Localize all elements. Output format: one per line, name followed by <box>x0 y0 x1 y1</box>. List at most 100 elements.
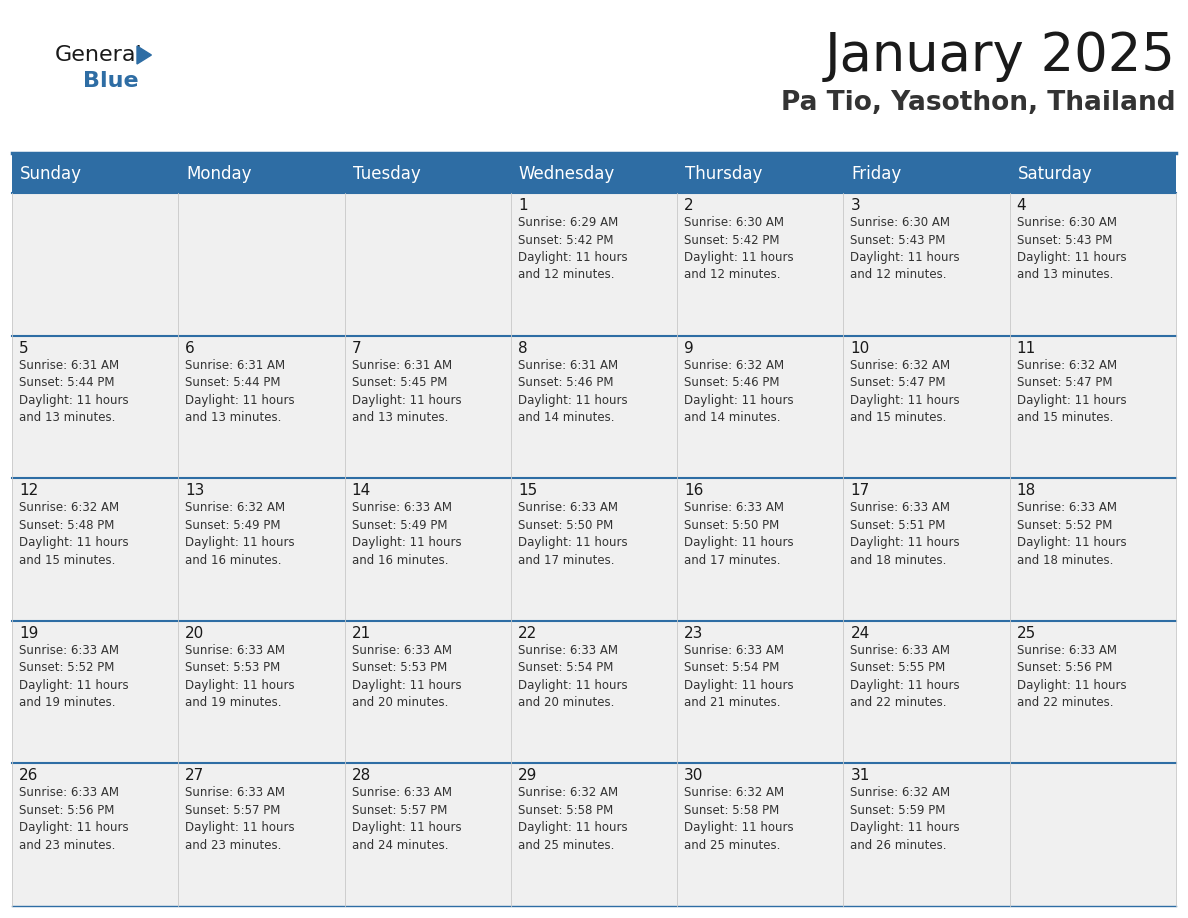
Text: Sunrise: 6:32 AM
Sunset: 5:47 PM
Daylight: 11 hours
and 15 minutes.: Sunrise: 6:32 AM Sunset: 5:47 PM Dayligh… <box>1017 359 1126 424</box>
Text: 2: 2 <box>684 198 694 213</box>
Text: Sunrise: 6:30 AM
Sunset: 5:42 PM
Daylight: 11 hours
and 12 minutes.: Sunrise: 6:30 AM Sunset: 5:42 PM Dayligh… <box>684 216 794 282</box>
Text: 13: 13 <box>185 483 204 498</box>
Text: 31: 31 <box>851 768 870 783</box>
Bar <box>12 193 178 336</box>
Text: Sunrise: 6:33 AM
Sunset: 5:49 PM
Daylight: 11 hours
and 16 minutes.: Sunrise: 6:33 AM Sunset: 5:49 PM Dayligh… <box>352 501 461 566</box>
Text: Saturday: Saturday <box>1018 165 1093 183</box>
Text: Sunrise: 6:33 AM
Sunset: 5:54 PM
Daylight: 11 hours
and 20 minutes.: Sunrise: 6:33 AM Sunset: 5:54 PM Dayligh… <box>518 644 627 710</box>
Bar <box>178 193 345 336</box>
Text: Thursday: Thursday <box>685 165 763 183</box>
Text: 12: 12 <box>19 483 38 498</box>
Text: Sunrise: 6:33 AM
Sunset: 5:50 PM
Daylight: 11 hours
and 17 minutes.: Sunrise: 6:33 AM Sunset: 5:50 PM Dayligh… <box>684 501 794 566</box>
Text: 26: 26 <box>19 768 38 783</box>
Bar <box>345 336 511 478</box>
Bar <box>345 621 511 764</box>
Text: 11: 11 <box>1017 341 1036 355</box>
Text: Sunrise: 6:32 AM
Sunset: 5:49 PM
Daylight: 11 hours
and 16 minutes.: Sunrise: 6:32 AM Sunset: 5:49 PM Dayligh… <box>185 501 295 566</box>
Text: General: General <box>55 45 143 65</box>
Text: 20: 20 <box>185 626 204 641</box>
Bar <box>511 155 677 193</box>
Bar <box>511 764 677 906</box>
Text: Pa Tio, Yasothon, Thailand: Pa Tio, Yasothon, Thailand <box>782 90 1176 116</box>
Text: 10: 10 <box>851 341 870 355</box>
Text: Sunrise: 6:30 AM
Sunset: 5:43 PM
Daylight: 11 hours
and 13 minutes.: Sunrise: 6:30 AM Sunset: 5:43 PM Dayligh… <box>1017 216 1126 282</box>
Bar <box>178 155 345 193</box>
Bar <box>12 764 178 906</box>
Text: 4: 4 <box>1017 198 1026 213</box>
Bar <box>1010 478 1176 621</box>
Text: 24: 24 <box>851 626 870 641</box>
Text: 23: 23 <box>684 626 703 641</box>
Bar <box>12 621 178 764</box>
Bar <box>345 478 511 621</box>
Bar <box>345 764 511 906</box>
Text: 30: 30 <box>684 768 703 783</box>
Text: 21: 21 <box>352 626 371 641</box>
Bar <box>1010 764 1176 906</box>
Bar <box>511 336 677 478</box>
Text: Sunrise: 6:29 AM
Sunset: 5:42 PM
Daylight: 11 hours
and 12 minutes.: Sunrise: 6:29 AM Sunset: 5:42 PM Dayligh… <box>518 216 627 282</box>
Text: Sunrise: 6:33 AM
Sunset: 5:56 PM
Daylight: 11 hours
and 22 minutes.: Sunrise: 6:33 AM Sunset: 5:56 PM Dayligh… <box>1017 644 1126 710</box>
Bar <box>511 193 677 336</box>
Bar <box>1010 621 1176 764</box>
Bar <box>511 478 677 621</box>
Text: 29: 29 <box>518 768 537 783</box>
Polygon shape <box>137 46 151 64</box>
Text: Sunrise: 6:33 AM
Sunset: 5:54 PM
Daylight: 11 hours
and 21 minutes.: Sunrise: 6:33 AM Sunset: 5:54 PM Dayligh… <box>684 644 794 710</box>
Text: 8: 8 <box>518 341 527 355</box>
Text: Sunrise: 6:32 AM
Sunset: 5:47 PM
Daylight: 11 hours
and 15 minutes.: Sunrise: 6:32 AM Sunset: 5:47 PM Dayligh… <box>851 359 960 424</box>
Text: 17: 17 <box>851 483 870 498</box>
Text: Sunrise: 6:33 AM
Sunset: 5:53 PM
Daylight: 11 hours
and 20 minutes.: Sunrise: 6:33 AM Sunset: 5:53 PM Dayligh… <box>352 644 461 710</box>
Bar <box>178 336 345 478</box>
Text: Sunrise: 6:32 AM
Sunset: 5:46 PM
Daylight: 11 hours
and 14 minutes.: Sunrise: 6:32 AM Sunset: 5:46 PM Dayligh… <box>684 359 794 424</box>
Bar <box>1010 155 1176 193</box>
Text: 18: 18 <box>1017 483 1036 498</box>
Text: Sunrise: 6:33 AM
Sunset: 5:55 PM
Daylight: 11 hours
and 22 minutes.: Sunrise: 6:33 AM Sunset: 5:55 PM Dayligh… <box>851 644 960 710</box>
Bar <box>677 336 843 478</box>
Text: 5: 5 <box>19 341 29 355</box>
Bar <box>677 621 843 764</box>
Bar <box>12 336 178 478</box>
Bar <box>843 155 1010 193</box>
Text: Tuesday: Tuesday <box>353 165 421 183</box>
Text: Wednesday: Wednesday <box>519 165 615 183</box>
Text: 28: 28 <box>352 768 371 783</box>
Text: Sunrise: 6:33 AM
Sunset: 5:53 PM
Daylight: 11 hours
and 19 minutes.: Sunrise: 6:33 AM Sunset: 5:53 PM Dayligh… <box>185 644 295 710</box>
Bar <box>1010 336 1176 478</box>
Text: 16: 16 <box>684 483 703 498</box>
Text: Sunrise: 6:33 AM
Sunset: 5:51 PM
Daylight: 11 hours
and 18 minutes.: Sunrise: 6:33 AM Sunset: 5:51 PM Dayligh… <box>851 501 960 566</box>
Bar <box>843 336 1010 478</box>
Bar <box>677 193 843 336</box>
Bar <box>1010 193 1176 336</box>
Text: 14: 14 <box>352 483 371 498</box>
Bar <box>843 621 1010 764</box>
Text: Sunrise: 6:33 AM
Sunset: 5:57 PM
Daylight: 11 hours
and 23 minutes.: Sunrise: 6:33 AM Sunset: 5:57 PM Dayligh… <box>185 787 295 852</box>
Text: 1: 1 <box>518 198 527 213</box>
Text: Sunrise: 6:33 AM
Sunset: 5:52 PM
Daylight: 11 hours
and 19 minutes.: Sunrise: 6:33 AM Sunset: 5:52 PM Dayligh… <box>19 644 128 710</box>
Text: Sunrise: 6:32 AM
Sunset: 5:58 PM
Daylight: 11 hours
and 25 minutes.: Sunrise: 6:32 AM Sunset: 5:58 PM Dayligh… <box>518 787 627 852</box>
Text: Sunrise: 6:33 AM
Sunset: 5:50 PM
Daylight: 11 hours
and 17 minutes.: Sunrise: 6:33 AM Sunset: 5:50 PM Dayligh… <box>518 501 627 566</box>
Text: Sunrise: 6:31 AM
Sunset: 5:45 PM
Daylight: 11 hours
and 13 minutes.: Sunrise: 6:31 AM Sunset: 5:45 PM Dayligh… <box>352 359 461 424</box>
Bar <box>12 478 178 621</box>
Text: Sunrise: 6:31 AM
Sunset: 5:44 PM
Daylight: 11 hours
and 13 minutes.: Sunrise: 6:31 AM Sunset: 5:44 PM Dayligh… <box>185 359 295 424</box>
Bar <box>677 764 843 906</box>
Text: Monday: Monday <box>187 165 252 183</box>
Text: 19: 19 <box>19 626 38 641</box>
Text: 15: 15 <box>518 483 537 498</box>
Text: 9: 9 <box>684 341 694 355</box>
Text: 27: 27 <box>185 768 204 783</box>
Text: Sunrise: 6:32 AM
Sunset: 5:59 PM
Daylight: 11 hours
and 26 minutes.: Sunrise: 6:32 AM Sunset: 5:59 PM Dayligh… <box>851 787 960 852</box>
Text: Sunrise: 6:33 AM
Sunset: 5:57 PM
Daylight: 11 hours
and 24 minutes.: Sunrise: 6:33 AM Sunset: 5:57 PM Dayligh… <box>352 787 461 852</box>
Text: January 2025: January 2025 <box>826 30 1176 82</box>
Bar <box>677 155 843 193</box>
Bar <box>178 478 345 621</box>
Text: Sunrise: 6:31 AM
Sunset: 5:46 PM
Daylight: 11 hours
and 14 minutes.: Sunrise: 6:31 AM Sunset: 5:46 PM Dayligh… <box>518 359 627 424</box>
Bar <box>511 621 677 764</box>
Text: 22: 22 <box>518 626 537 641</box>
Bar <box>843 764 1010 906</box>
Bar <box>677 478 843 621</box>
Bar <box>12 155 178 193</box>
Text: 25: 25 <box>1017 626 1036 641</box>
Text: Blue: Blue <box>83 71 139 91</box>
Text: Friday: Friday <box>852 165 902 183</box>
